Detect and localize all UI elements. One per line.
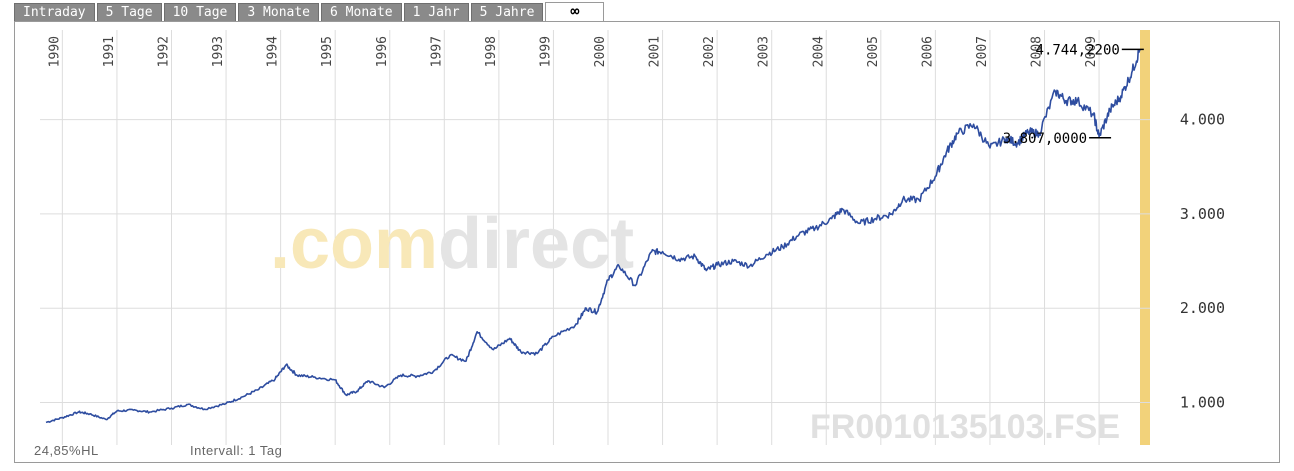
x-tick-label: 2002 — [702, 36, 717, 67]
x-tick-label: 2003 — [757, 36, 772, 67]
interval-label: Intervall: 1 Tag — [190, 443, 283, 458]
x-tick-label: 2000 — [593, 36, 608, 67]
x-tick-label: 1993 — [211, 36, 226, 67]
tab-5-tage[interactable]: 5 Tage — [96, 3, 162, 21]
range-tabs: Intraday 5 Tage 10 Tage 3 Monate 6 Monate 1 J… — [14, 2, 605, 22]
tab-intraday[interactable]: Intraday — [14, 3, 95, 21]
x-tick-label: 2006 — [920, 36, 935, 67]
x-tick-label: 2005 — [866, 36, 881, 67]
x-tick-label: 2008 — [1030, 36, 1045, 67]
y-tick-label: 3.000 — [1180, 205, 1225, 223]
series-line-0 — [45, 49, 1141, 424]
x-tick-label: 1990 — [47, 36, 62, 67]
tab-1-jahr[interactable]: 1 Jahr — [403, 3, 469, 21]
x-tick-label: 1995 — [320, 36, 335, 67]
y-tick-label: 1.000 — [1180, 394, 1225, 412]
watermark-symbol: FR0010135103.FSE — [810, 408, 1120, 446]
annotation-label: 3.807,0000 — [1003, 131, 1087, 147]
y-tick-label: 4.000 — [1180, 111, 1225, 129]
tab-10-tage[interactable]: 10 Tage — [163, 3, 237, 21]
tab-max[interactable]: ∞ — [545, 2, 605, 22]
watermark-brand: .comdirect — [270, 204, 634, 284]
y-tick-label: 2.000 — [1180, 299, 1225, 317]
x-tick-label: 1991 — [102, 36, 117, 67]
x-tick-label: 1996 — [375, 36, 390, 67]
x-tick-label: 1999 — [538, 36, 553, 67]
x-tick-label: 2004 — [811, 36, 826, 67]
x-tick-label: 2009 — [1084, 36, 1099, 67]
tab-5-jahre[interactable]: 5 Jahre — [470, 3, 544, 21]
x-tick-label: 2007 — [975, 36, 990, 67]
x-tick-label: 1997 — [429, 36, 444, 67]
chart-frame — [14, 21, 1280, 463]
x-tick-label: 1994 — [266, 36, 281, 67]
annotation-label: 4.744,2200 — [1036, 42, 1120, 58]
x-tick-label: 1998 — [484, 36, 499, 67]
tab-3-monate[interactable]: 3 Monate — [238, 3, 320, 21]
hl-label: 24,85%HL — [34, 443, 99, 458]
current-period-band — [1140, 30, 1150, 445]
tab-6-monate[interactable]: 6 Monate — [321, 3, 402, 21]
x-tick-label: 2001 — [648, 36, 663, 67]
x-tick-label: 1992 — [156, 36, 171, 67]
